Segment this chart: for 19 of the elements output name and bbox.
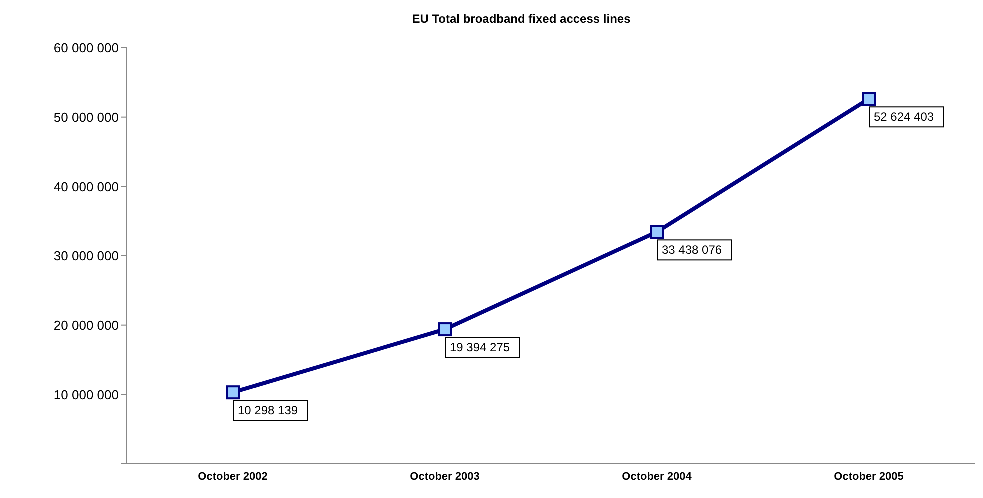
x-tick-label: October 2003	[410, 470, 480, 483]
data-label: 19 394 275	[450, 340, 510, 355]
y-tick-label: 60 000 000	[54, 40, 119, 56]
y-tick-label: 40 000 000	[54, 179, 119, 194]
y-tick-label: 30 000 000	[54, 248, 119, 264]
x-tick-label: October 2002	[198, 470, 268, 483]
data-label: 10 298 139	[238, 404, 298, 418]
chart-title: EU Total broadband fixed access lines	[411, 11, 632, 28]
x-tick-label: October 2005	[834, 470, 904, 483]
point	[226, 386, 240, 400]
y-tick-label: 20 000 000	[54, 318, 119, 333]
point	[650, 225, 664, 240]
x-tick-label: October 2004	[622, 470, 693, 483]
y-tick-label: 50 000 000	[54, 110, 119, 125]
data-label: 33 438 076	[662, 243, 722, 258]
data-label: 52 624 403	[874, 110, 934, 124]
point	[438, 322, 452, 337]
point	[862, 92, 876, 106]
y-tick-label: 10 000 000	[54, 387, 119, 402]
